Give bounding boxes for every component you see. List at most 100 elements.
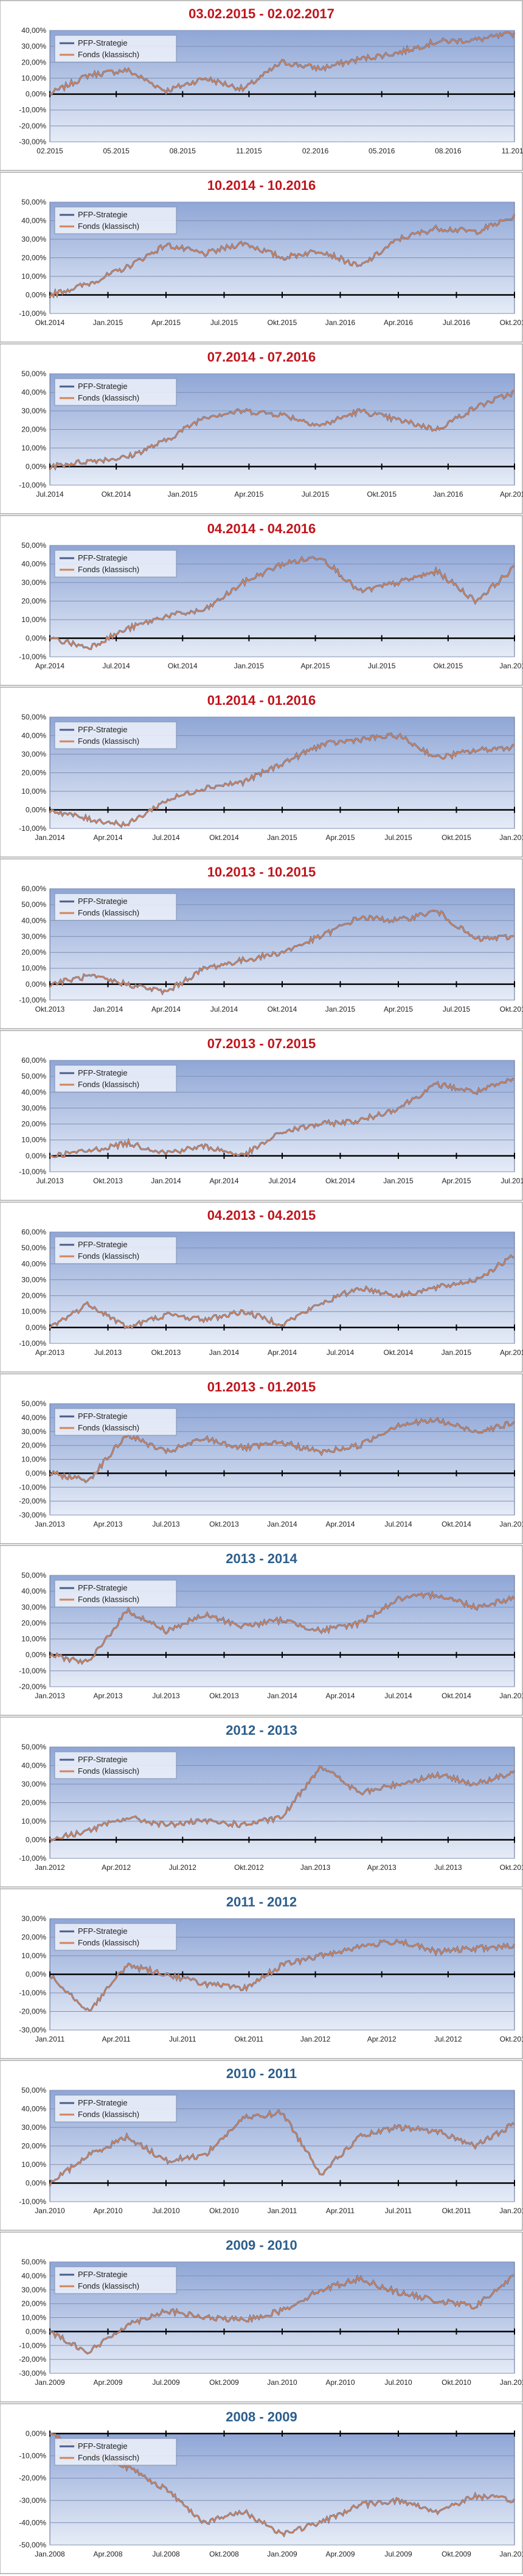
y-tick-label: 10,00% — [21, 272, 46, 281]
chart-title: 01.2013 - 01.2015 — [207, 1379, 316, 1395]
legend-label-fonds: Fonds (klassisch) — [78, 222, 139, 231]
x-tick-label: Jan.2015 — [168, 490, 198, 499]
x-tick-label: Apr.2014 — [151, 1005, 181, 1013]
chart-title: 07.2014 - 07.2016 — [207, 349, 316, 365]
x-tick-label: Jul.2012 — [169, 1863, 197, 1872]
x-tick-label: Jan.2010 — [267, 2378, 297, 2387]
x-tick-label: Okt.2013 — [35, 1005, 65, 1013]
x-tick-label: Apr.2014 — [325, 1692, 355, 1700]
x-tick-label: 11.2015 — [236, 147, 262, 155]
y-tick-label: -10,00% — [19, 106, 46, 114]
x-tick-label: Apr.2016 — [500, 490, 523, 499]
y-tick-label: 50,00% — [21, 1571, 46, 1580]
legend-label-strategy: PFP-Strategie — [78, 382, 128, 391]
x-tick-label: Okt.2016 — [500, 318, 523, 327]
x-tick-label: Jan.2014 — [209, 1348, 240, 1357]
x-tick-label: Okt.2009 — [442, 2550, 471, 2558]
y-tick-label: 0,00% — [26, 1323, 46, 1332]
legend-box — [54, 893, 177, 921]
legend-label-strategy: PFP-Strategie — [78, 210, 128, 219]
x-tick-label: Jul.2009 — [152, 2378, 180, 2387]
chart-title: 10.2014 - 10.2016 — [207, 178, 316, 193]
legend-label-fonds: Fonds (klassisch) — [78, 50, 139, 59]
x-tick-label: Jan.2015 — [499, 1520, 523, 1528]
y-tick-label: 60,00% — [21, 884, 46, 893]
y-tick-label: -40,00% — [19, 2518, 46, 2527]
y-tick-label: 40,00% — [21, 2272, 46, 2280]
x-tick-label: Apr.2014 — [209, 1177, 238, 1185]
x-tick-label: Jul.2011 — [169, 2035, 196, 2043]
y-tick-label: -20,00% — [19, 2474, 46, 2482]
y-tick-label: 10,00% — [21, 1307, 46, 1316]
x-tick-label: Jan.2014 — [151, 1177, 181, 1185]
x-tick-label: Apr.2010 — [93, 2207, 122, 2215]
y-tick-label: 0,00% — [26, 980, 46, 989]
y-tick-label: 50,00% — [21, 1072, 46, 1080]
chart-panel: 04.2014 - 04.2016 50,00% 40,00% 30,00% 20,00… — [0, 515, 523, 686]
x-tick-label: Jan.2011 — [500, 2378, 523, 2387]
y-tick-label: 50,00% — [21, 198, 46, 206]
y-tick-label: -10,00% — [19, 824, 46, 833]
y-tick-label: 30,00% — [21, 1603, 46, 1611]
x-tick-label: Jul.2013 — [152, 1520, 180, 1528]
chart-panel: 10.2014 - 10.2016 50,00% 40,00% 30,00% 20,00… — [0, 172, 523, 343]
x-tick-label: Okt.2014 — [35, 318, 65, 327]
y-tick-label: 20,00% — [21, 1619, 46, 1627]
y-tick-label: -20,00% — [19, 2007, 46, 2016]
x-tick-label: Apr.2015 — [325, 833, 355, 842]
y-tick-label: 10,00% — [21, 1136, 46, 1144]
x-tick-label: Apr.2011 — [102, 2035, 131, 2043]
legend-label-fonds: Fonds (klassisch) — [78, 1080, 139, 1089]
y-tick-label: 50,00% — [21, 713, 46, 721]
x-tick-label: Jan.2010 — [499, 2550, 523, 2558]
x-tick-label: Jan.2016 — [433, 490, 463, 499]
x-tick-label: Jan.2011 — [35, 2035, 65, 2043]
legend-box — [54, 1580, 177, 1608]
legend-label-fonds: Fonds (klassisch) — [78, 1595, 139, 1604]
x-tick-label: Okt.2014 — [209, 833, 239, 842]
x-tick-label: Okt.2015 — [434, 662, 463, 670]
y-tick-label: 30,00% — [21, 1914, 46, 1923]
y-tick-label: 20,00% — [21, 597, 46, 606]
x-tick-label: Okt.2014 — [325, 1177, 355, 1185]
legend-label-strategy: PFP-Strategie — [78, 1240, 128, 1249]
chart-title: 2008 - 2009 — [226, 2409, 297, 2424]
y-tick-label: 0,00% — [26, 1469, 46, 1477]
y-tick-label: 30,00% — [21, 578, 46, 587]
legend-label-strategy: PFP-Strategie — [78, 2098, 128, 2107]
y-tick-label: 50,00% — [21, 900, 46, 909]
legend-label-strategy: PFP-Strategie — [78, 1412, 128, 1421]
x-tick-label: Okt.2013 — [93, 1177, 123, 1185]
chart-title: 2011 - 2012 — [226, 1894, 297, 1909]
x-tick-label: Okt.2012 — [500, 2035, 523, 2043]
x-tick-label: Jul.2013 — [94, 1348, 122, 1357]
x-tick-label: Okt.2008 — [209, 2550, 239, 2558]
x-tick-label: Jul.2013 — [152, 1692, 180, 1700]
chart-title: 04.2013 - 04.2015 — [207, 1208, 316, 1223]
y-tick-label: 0,00% — [26, 2429, 46, 2438]
x-tick-label: Apr.2016 — [384, 318, 413, 327]
legend-box — [54, 1065, 177, 1093]
x-tick-label: Jan.2013 — [35, 1692, 65, 1700]
x-tick-label: Apr.2014 — [35, 662, 64, 670]
series-line-fonds — [49, 2275, 515, 2354]
x-tick-label: Jan.2009 — [35, 2378, 65, 2387]
chart-title: 07.2013 - 07.2015 — [207, 1036, 316, 1051]
x-tick-label: Jul.2014 — [268, 1177, 296, 1185]
x-tick-label: Jul.2015 — [384, 833, 412, 842]
y-tick-label: 20,00% — [21, 2142, 46, 2151]
y-tick-label: 20,00% — [21, 1120, 46, 1129]
x-tick-label: Okt.2011 — [235, 2035, 264, 2043]
x-tick-label: Jul.2015 — [500, 1177, 523, 1185]
legend-label-strategy: PFP-Strategie — [78, 38, 128, 47]
x-tick-label: Jul.2013 — [36, 1177, 64, 1185]
y-tick-label: -30,00% — [19, 1511, 46, 1519]
legend-label-fonds: Fonds (klassisch) — [78, 2110, 139, 2119]
legend-label-strategy: PFP-Strategie — [78, 725, 128, 734]
x-tick-label: Apr.2009 — [93, 2378, 122, 2387]
legend-box — [54, 1236, 177, 1264]
legend-box — [54, 1923, 177, 1951]
legend-label-strategy: PFP-Strategie — [78, 897, 128, 906]
y-tick-label: 10,00% — [21, 964, 46, 973]
chart-title: 2013 - 2014 — [226, 1551, 297, 1566]
